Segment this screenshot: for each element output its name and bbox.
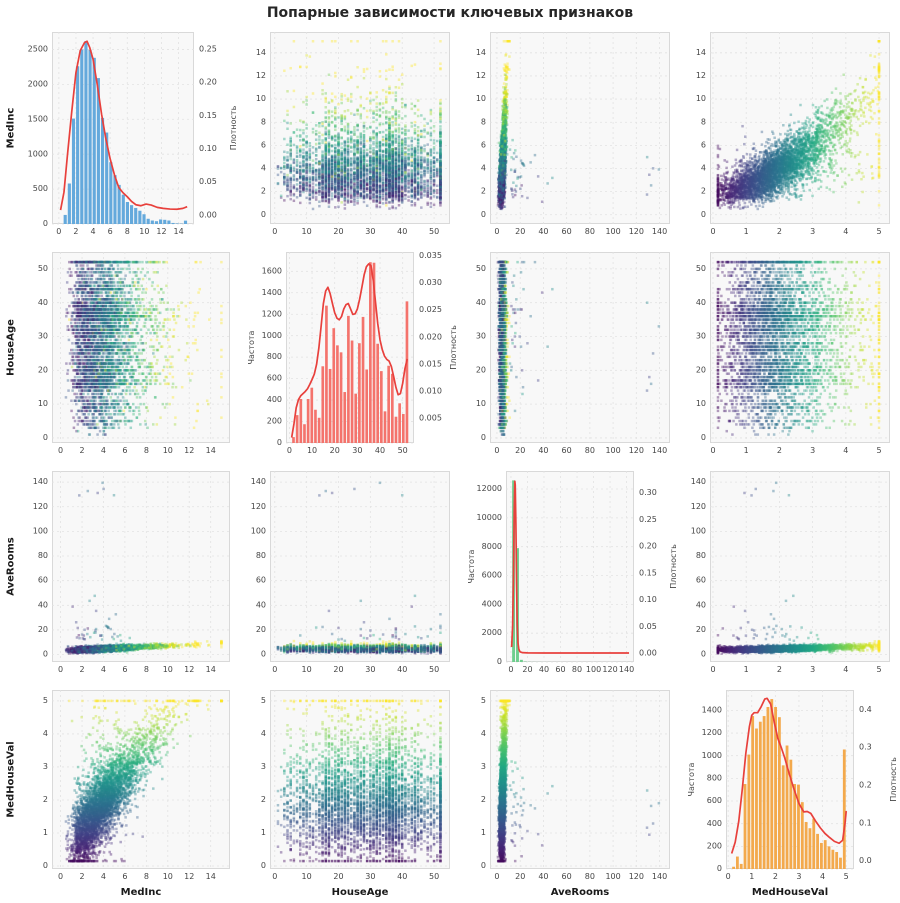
chart-title: Попарные зависимости ключевых признаков — [266, 5, 634, 21]
panel-3-3-hist-medhouseval — [680, 682, 900, 901]
panel-0-3-scatter-medhouseval-vs-medinc-canvas — [680, 24, 900, 244]
panel-0-1-scatter-houseage-vs-medinc-canvas — [240, 24, 460, 244]
panel-2-2-hist-averooms — [460, 463, 680, 682]
panel-1-0-scatter-medinc-vs-houseage — [0, 244, 240, 463]
panel-0-2-scatter-averooms-vs-medinc — [460, 24, 680, 244]
panel-0-3-scatter-medhouseval-vs-medinc — [680, 24, 900, 244]
panel-2-2-hist-averooms-canvas — [460, 463, 680, 682]
panel-1-2-scatter-averooms-vs-houseage-canvas — [460, 244, 680, 463]
panel-3-2-scatter-averooms-vs-medhouseval-canvas — [460, 682, 680, 901]
pairplot-grid — [0, 24, 900, 901]
panel-2-0-scatter-medinc-vs-averooms-canvas — [0, 463, 240, 682]
panel-1-0-scatter-medinc-vs-houseage-canvas — [0, 244, 240, 463]
panel-3-0-scatter-medinc-vs-medhouseval-canvas — [0, 682, 240, 901]
panel-1-3-scatter-medhouseval-vs-houseage-canvas — [680, 244, 900, 463]
panel-2-3-scatter-medhouseval-vs-averooms-canvas — [680, 463, 900, 682]
panel-0-0-hist-medinc — [0, 24, 240, 244]
panel-1-1-hist-houseage — [240, 244, 460, 463]
panel-0-2-scatter-averooms-vs-medinc-canvas — [460, 24, 680, 244]
panel-2-1-scatter-houseage-vs-averooms-canvas — [240, 463, 460, 682]
panel-2-1-scatter-houseage-vs-averooms — [240, 463, 460, 682]
panel-0-1-scatter-houseage-vs-medinc — [240, 24, 460, 244]
panel-1-2-scatter-averooms-vs-houseage — [460, 244, 680, 463]
panel-3-0-scatter-medinc-vs-medhouseval — [0, 682, 240, 901]
panel-1-3-scatter-medhouseval-vs-houseage — [680, 244, 900, 463]
panel-3-2-scatter-averooms-vs-medhouseval — [460, 682, 680, 901]
panel-1-1-hist-houseage-canvas — [240, 244, 460, 463]
panel-0-0-hist-medinc-canvas — [0, 24, 240, 244]
panel-3-1-scatter-houseage-vs-medhouseval-canvas — [240, 682, 460, 901]
panel-3-3-hist-medhouseval-canvas — [680, 682, 900, 901]
panel-3-1-scatter-houseage-vs-medhouseval — [240, 682, 460, 901]
panel-2-0-scatter-medinc-vs-averooms — [0, 463, 240, 682]
panel-2-3-scatter-medhouseval-vs-averooms — [680, 463, 900, 682]
